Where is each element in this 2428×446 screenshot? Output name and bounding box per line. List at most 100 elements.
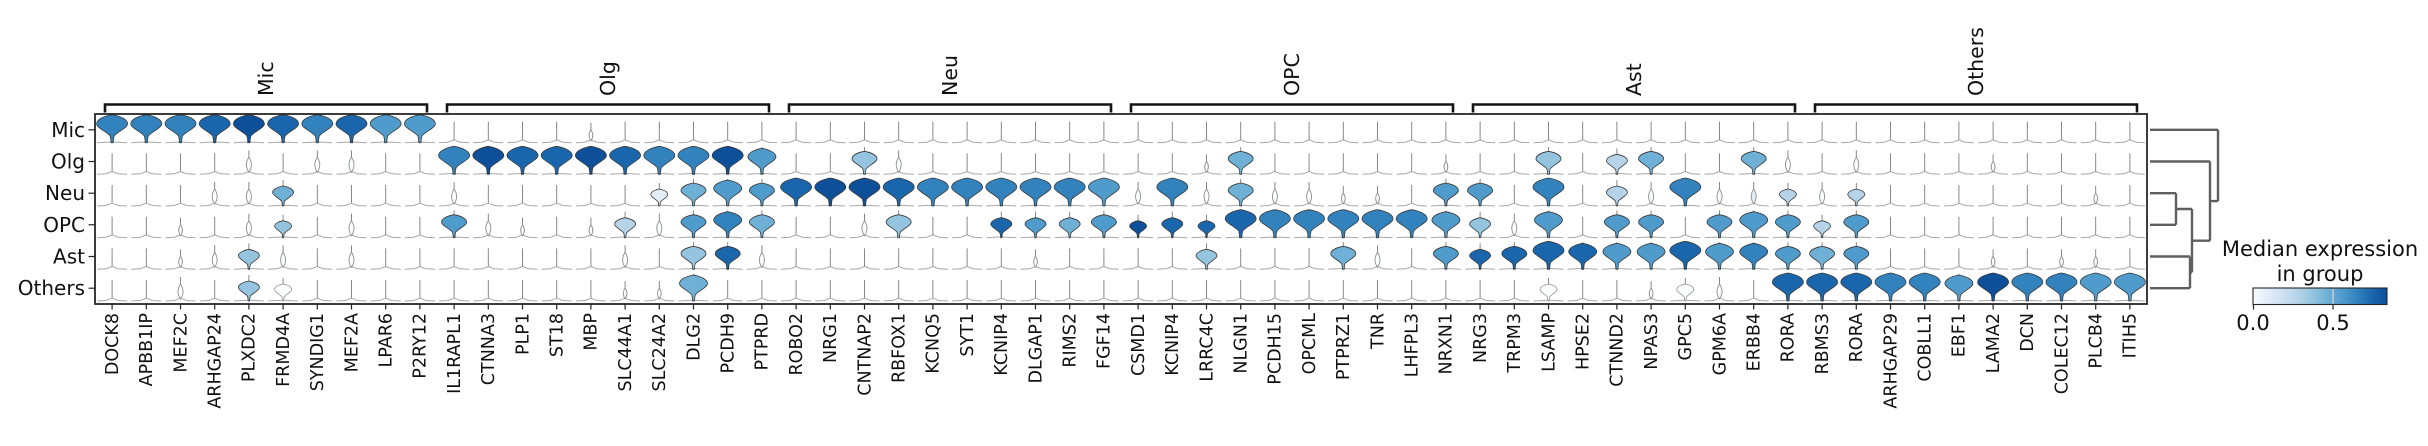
violin-cell — [2080, 153, 2111, 175]
gene-label: RBFOX1 — [889, 313, 909, 383]
violin-cell — [643, 145, 676, 175]
violin-cell — [2045, 272, 2078, 302]
violin-cell — [917, 280, 948, 302]
violin-cell — [1978, 154, 2009, 175]
violin-cell — [370, 248, 401, 270]
violin-cell — [1669, 177, 1702, 207]
violin-cell — [746, 147, 777, 175]
violin-cell — [1943, 216, 1974, 239]
violin-cell — [814, 177, 847, 207]
violin-cell — [473, 185, 504, 207]
violin-cell — [1293, 209, 1326, 239]
violin-cell — [1088, 248, 1119, 270]
violin-cell — [131, 280, 162, 302]
violin-cell — [1567, 121, 1598, 144]
gene-label: SYNDIG1 — [308, 313, 328, 391]
violin-cell — [711, 145, 744, 175]
row-label-neu: Neu — [45, 181, 85, 205]
legend-title-line1: Median expression — [2222, 237, 2418, 261]
gene-label: SLC24A2 — [650, 313, 670, 391]
violin-cell — [1704, 277, 1735, 302]
violin-cell — [951, 177, 984, 207]
violin-cell — [1123, 214, 1154, 239]
violin-cell — [1704, 182, 1735, 207]
violin-cell — [1225, 248, 1256, 270]
violin-cell — [164, 114, 197, 144]
violin-cell — [336, 213, 367, 239]
violin-cell — [1294, 153, 1325, 175]
violin-cell — [781, 216, 812, 239]
violin-cell — [1225, 280, 1256, 302]
violin-cell — [677, 145, 710, 175]
violin-cell — [1191, 280, 1222, 302]
gene-label: KCNIP4 — [992, 313, 1012, 376]
violin-cell — [404, 280, 435, 302]
violin-cell — [1054, 248, 1085, 270]
violin-cell — [2114, 248, 2145, 270]
violin-cell — [849, 147, 880, 175]
violin-cell — [815, 153, 846, 175]
violin-cell — [439, 182, 470, 207]
violin-cell — [1738, 182, 1769, 207]
gene-label: NRG1 — [821, 313, 841, 363]
violin-cell — [1157, 280, 1188, 302]
violin-cell — [1362, 186, 1393, 207]
violin-cell — [1807, 153, 1838, 175]
gene-label: GPC5 — [1676, 313, 1696, 360]
violin-cell — [882, 177, 915, 207]
violin-cell — [1087, 177, 1120, 207]
violin-cell — [610, 281, 641, 302]
violin-cell — [507, 185, 538, 207]
violin-cell — [1054, 280, 1085, 302]
violin-cell — [97, 248, 128, 270]
violin-cell — [1874, 272, 1907, 302]
violin-cell — [1841, 183, 1872, 207]
group-label-others: Others — [1964, 27, 1988, 96]
violin-cell — [1088, 280, 1119, 302]
row-label-others: Others — [18, 276, 85, 300]
violin-cell — [1362, 121, 1393, 144]
violin-cell — [439, 210, 470, 239]
violin-cell — [1601, 121, 1632, 144]
violin-cell — [917, 121, 948, 144]
violin-cell — [1772, 242, 1803, 270]
violin-cell — [2011, 272, 2044, 302]
violin-cell — [952, 280, 983, 302]
violin-cell — [1943, 248, 1974, 270]
violin-cell — [1841, 121, 1872, 144]
violin-cell — [1430, 121, 1461, 144]
violin-cell — [131, 185, 162, 207]
violin-cell — [678, 178, 709, 207]
violin-cell — [1977, 272, 2010, 302]
gene-label: APBB1IP — [137, 313, 157, 386]
violin-cell — [1123, 153, 1154, 175]
violin-cell — [473, 248, 504, 270]
violin-cell — [1020, 153, 1051, 175]
violin-cell — [404, 248, 435, 270]
violin-cell — [1020, 121, 1051, 144]
gene-label: DLG2 — [684, 313, 704, 361]
violin-cell — [1909, 185, 1940, 207]
gene-label: DCN — [2018, 313, 2038, 352]
violin-cell — [198, 114, 231, 144]
violin-cell — [781, 248, 812, 270]
row-label-olg: Olg — [51, 150, 85, 174]
violin-cell — [1978, 249, 2009, 270]
gene-label: ITIH5 — [2121, 313, 2141, 358]
row-label-mic: Mic — [51, 118, 85, 142]
violin-cell — [199, 182, 230, 207]
violin-cell — [916, 177, 949, 207]
violin-cell — [507, 248, 538, 270]
violin-cell — [1738, 280, 1769, 302]
violin-cell — [2012, 153, 2043, 175]
violin-cell — [165, 185, 196, 207]
violin-cell — [1738, 121, 1769, 144]
violin-cell — [1259, 248, 1290, 270]
gene-label: LPAR6 — [376, 313, 396, 367]
violin-cell — [575, 122, 606, 144]
violin-cell — [1943, 273, 1974, 302]
violin-cell — [1465, 178, 1496, 207]
gene-label: KCNQ5 — [924, 313, 944, 374]
violin-cell — [404, 216, 435, 239]
violin-cell — [370, 185, 401, 207]
